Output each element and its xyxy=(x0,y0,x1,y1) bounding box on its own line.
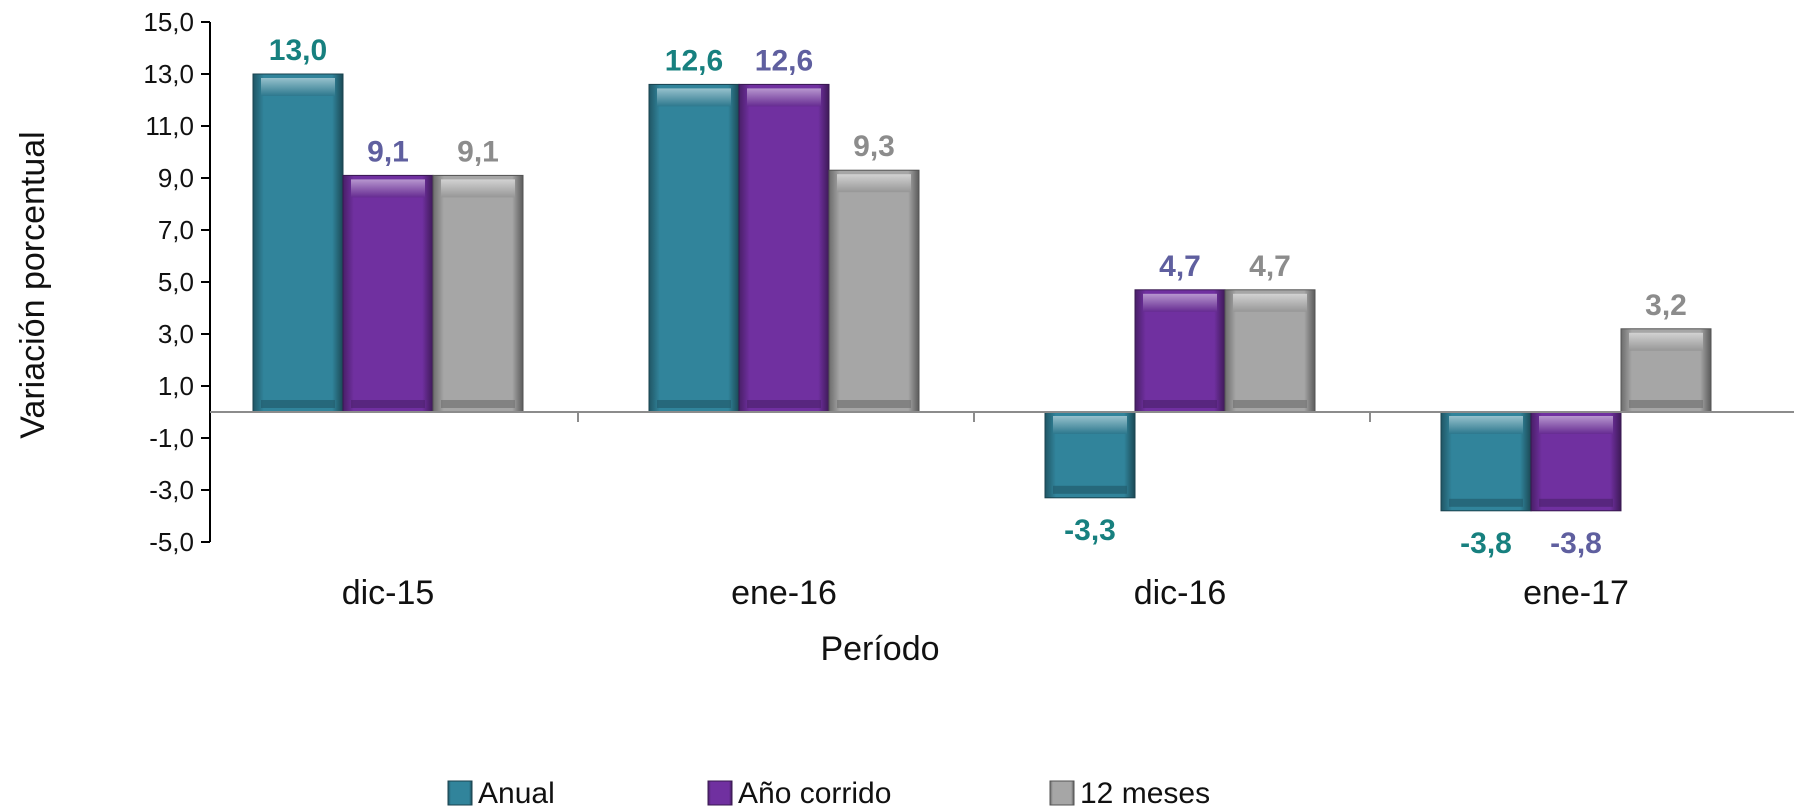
bar-shadow xyxy=(1233,400,1307,408)
bar-shadow xyxy=(1053,485,1127,494)
x-tick-label: dic-16 xyxy=(1134,574,1227,612)
bar-shadow xyxy=(1449,498,1523,507)
bar-shadow xyxy=(657,400,731,408)
bar-highlight xyxy=(1539,416,1613,434)
y-tick-label: -1,0 xyxy=(149,423,194,453)
y-tick-label: 15,0 xyxy=(143,7,194,37)
data-label: 13,0 xyxy=(269,34,327,67)
y-tick-label: -3,0 xyxy=(149,475,194,505)
data-label: -3,8 xyxy=(1550,527,1602,560)
bar-12-meses-ene-16 xyxy=(828,169,920,413)
bars xyxy=(252,73,1712,512)
data-label: 9,1 xyxy=(367,135,409,168)
x-tick-label: ene-17 xyxy=(1523,574,1629,612)
data-label: 9,1 xyxy=(457,135,499,168)
data-label: -3,8 xyxy=(1460,527,1512,560)
y-tick-label: 9,0 xyxy=(158,163,194,193)
data-label: -3,3 xyxy=(1064,514,1116,547)
bar-highlight xyxy=(1629,332,1703,351)
bar-highlight xyxy=(351,179,425,198)
legend-swatch xyxy=(707,780,733,806)
x-tick-label: ene-16 xyxy=(731,574,837,612)
bar-highlight xyxy=(1143,293,1217,312)
bar-anual-ene-16 xyxy=(648,83,740,413)
bar-ano-corrido-dic-15 xyxy=(342,174,434,413)
y-tick-label: 5,0 xyxy=(158,267,194,297)
data-label: 12,6 xyxy=(755,44,813,77)
y-axis-title: Variación porcentual xyxy=(14,131,52,438)
bar-shadow xyxy=(351,400,425,408)
legend-label: Anual xyxy=(478,777,555,809)
data-label: 3,2 xyxy=(1645,289,1687,322)
y-tick-label: 7,0 xyxy=(158,215,194,245)
legend: Anual Año corrido 12 meses xyxy=(447,777,1210,809)
bar-highlight xyxy=(657,88,731,107)
bar-highlight xyxy=(261,78,335,96)
data-label: 4,7 xyxy=(1249,250,1291,283)
bar-ano-corrido-ene-16 xyxy=(738,83,830,413)
bar-highlight xyxy=(1053,416,1127,434)
bar-shadow xyxy=(261,400,335,408)
bar-highlight xyxy=(441,179,515,198)
data-label: 4,7 xyxy=(1159,250,1201,283)
bar-highlight xyxy=(1449,416,1523,434)
x-axis-title: Período xyxy=(820,630,939,668)
legend-label: Año corrido xyxy=(738,777,891,809)
bar-shadow xyxy=(1629,400,1703,408)
bar-shadow xyxy=(441,400,515,408)
bar-highlight xyxy=(1233,293,1307,312)
legend-swatch xyxy=(447,780,473,806)
data-label: 9,3 xyxy=(853,130,895,163)
x-axis: dic-15 ene-16 dic-16 ene-17 xyxy=(210,411,1794,612)
legend-swatch xyxy=(1049,780,1075,806)
bar-highlight xyxy=(837,174,911,193)
bar-shadow xyxy=(837,400,911,408)
bar-12-meses-dic-15 xyxy=(432,174,524,413)
legend-label: 12 meses xyxy=(1080,777,1210,809)
y-tick-label: 11,0 xyxy=(145,111,194,141)
y-tick-label: 13,0 xyxy=(143,59,194,89)
x-tick-label: dic-15 xyxy=(342,574,435,612)
bar-anual-dic-15 xyxy=(252,73,344,413)
y-axis: -5,0 -3,0 -1,0 1,0 3,0 5,0 7,0 9,0 11,0 13,0 15,0 xyxy=(143,7,211,557)
data-labels: 13,0 9,1 9,1 12,6 12,6 9,3 -3,3 4,7 4,7 -3,8 -3,8 3… xyxy=(269,34,1687,560)
bar-shadow xyxy=(1143,400,1217,408)
data-label: 12,6 xyxy=(665,44,723,77)
y-tick-label: 3,0 xyxy=(158,319,194,349)
bar-shadow xyxy=(747,400,821,408)
y-tick-label: -5,0 xyxy=(149,527,194,557)
bar-highlight xyxy=(747,88,821,107)
bar-shadow xyxy=(1539,498,1613,507)
y-tick-label: 1,0 xyxy=(158,371,194,401)
